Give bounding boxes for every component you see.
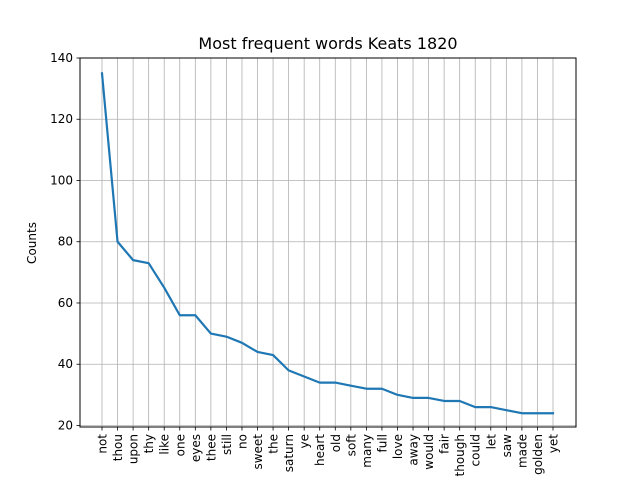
- gridlines: [80, 57, 576, 427]
- chart-title: Most frequent words Keats 1820: [198, 34, 457, 53]
- x-tick-label: eyes: [189, 434, 203, 462]
- y-tick-label: 80: [58, 235, 73, 249]
- x-tick-label: one: [173, 434, 187, 456]
- y-tick-label: 100: [50, 173, 73, 187]
- y-axis: 20 40 60 80 100 120 140: [50, 51, 80, 432]
- x-tick-label: thy: [142, 434, 156, 453]
- x-tick-label: golden: [531, 434, 545, 475]
- x-tick-label: ye: [298, 434, 312, 448]
- x-tick-label: many: [360, 434, 374, 468]
- y-tick-label: 140: [50, 51, 73, 65]
- y-tick-label: 60: [58, 296, 73, 310]
- x-tick-label: still: [220, 434, 234, 455]
- x-tick-label: thee: [204, 434, 218, 461]
- x-axis: not thou upon thy like one eyes thee still no swee…: [96, 427, 561, 476]
- x-tick-label: away: [407, 434, 421, 466]
- x-tick-label: thou: [111, 434, 125, 461]
- x-tick-label: sweet: [251, 434, 265, 470]
- x-tick-label: though: [453, 434, 467, 476]
- x-tick-label: soft: [344, 434, 358, 457]
- x-tick-label: heart: [313, 434, 327, 466]
- y-tick-label: 120: [50, 112, 73, 126]
- x-tick-label: love: [391, 434, 405, 459]
- x-tick-label: not: [96, 434, 110, 454]
- x-tick-label: like: [158, 434, 172, 455]
- x-tick-label: saw: [500, 434, 514, 458]
- x-tick-label: saturn: [282, 434, 296, 472]
- x-tick-label: full: [375, 434, 389, 453]
- x-tick-label: could: [469, 434, 483, 467]
- series-line: [100, 72, 555, 415]
- x-tick-label: upon: [127, 434, 141, 464]
- x-tick-label: would: [422, 434, 436, 470]
- x-tick-label: the: [267, 434, 281, 454]
- y-tick-label: 20: [58, 418, 73, 432]
- series-group: [100, 72, 555, 415]
- y-tick-label: 40: [58, 357, 73, 371]
- x-tick-label: yet: [547, 434, 561, 453]
- x-tick-label: made: [515, 434, 529, 468]
- x-tick-label: no: [235, 434, 249, 449]
- y-axis-label: Counts: [25, 222, 39, 264]
- x-tick-label: old: [329, 434, 343, 452]
- plot-area-frame: [79, 57, 577, 428]
- x-tick-label: let: [484, 434, 498, 450]
- x-tick-label: fair: [438, 434, 452, 454]
